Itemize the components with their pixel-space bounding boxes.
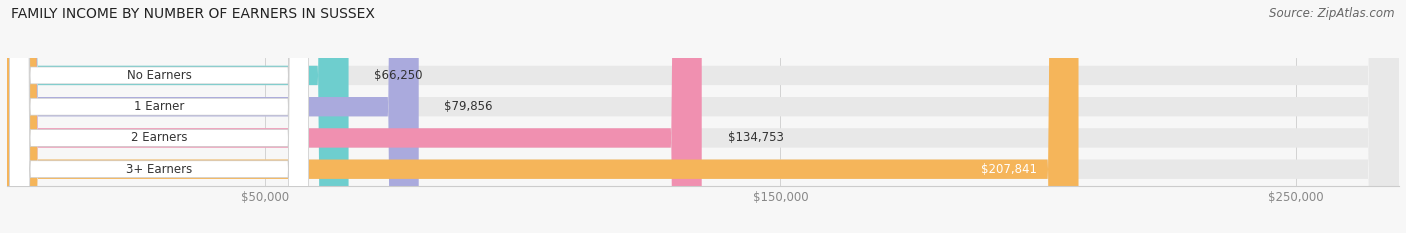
FancyBboxPatch shape (7, 0, 1399, 233)
Text: $134,753: $134,753 (727, 131, 783, 144)
FancyBboxPatch shape (7, 0, 419, 233)
FancyBboxPatch shape (7, 0, 702, 233)
FancyBboxPatch shape (7, 0, 1399, 233)
Text: Source: ZipAtlas.com: Source: ZipAtlas.com (1270, 7, 1395, 20)
FancyBboxPatch shape (7, 0, 1078, 233)
FancyBboxPatch shape (7, 0, 1399, 233)
Text: $207,841: $207,841 (981, 163, 1038, 176)
FancyBboxPatch shape (7, 0, 349, 233)
FancyBboxPatch shape (10, 0, 309, 233)
FancyBboxPatch shape (10, 0, 309, 233)
Text: FAMILY INCOME BY NUMBER OF EARNERS IN SUSSEX: FAMILY INCOME BY NUMBER OF EARNERS IN SU… (11, 7, 375, 21)
Text: 1 Earner: 1 Earner (134, 100, 184, 113)
FancyBboxPatch shape (10, 0, 309, 233)
Text: $66,250: $66,250 (374, 69, 423, 82)
FancyBboxPatch shape (10, 0, 309, 233)
Text: $79,856: $79,856 (444, 100, 494, 113)
FancyBboxPatch shape (7, 0, 1399, 233)
Text: 3+ Earners: 3+ Earners (127, 163, 193, 176)
Text: 2 Earners: 2 Earners (131, 131, 187, 144)
Text: No Earners: No Earners (127, 69, 191, 82)
